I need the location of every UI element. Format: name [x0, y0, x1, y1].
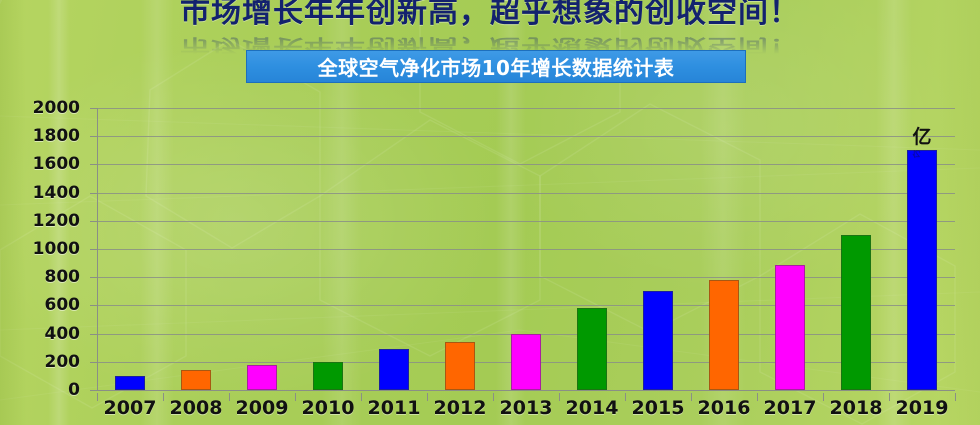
bar-2013[interactable] — [511, 333, 541, 390]
x-axis-labels: 2007 2008 2009 2010 2011 2012 2013 2014 2015 2016… — [97, 393, 956, 423]
y-axis-line — [97, 108, 98, 391]
gridline — [97, 305, 955, 307]
y-axis-tick — [90, 361, 97, 363]
y-axis-tick — [90, 220, 97, 222]
bar-2019[interactable] — [907, 150, 937, 390]
x-axis-tick — [625, 393, 626, 401]
x-axis-tick — [955, 393, 956, 401]
x-axis-tick-label-2017: 2017 — [763, 397, 817, 419]
y-axis-tick-label: 400 — [44, 323, 81, 344]
x-axis-tick-label-2013: 2013 — [499, 397, 553, 419]
bar-2011[interactable] — [379, 349, 409, 390]
gridline — [97, 164, 955, 166]
y-axis-tick — [90, 108, 97, 109]
x-axis-tick — [163, 393, 164, 401]
y-axis-tick-label: 200 — [44, 351, 81, 372]
bar-2017[interactable] — [775, 264, 805, 390]
unit-annotation-label: 亿亿 — [912, 126, 932, 159]
y-axis-tick — [90, 192, 97, 194]
y-axis-tick — [90, 164, 97, 166]
bar-2009[interactable] — [247, 364, 277, 390]
bar-2016[interactable] — [709, 280, 739, 390]
bar-2010[interactable] — [313, 361, 343, 390]
x-axis-tick — [229, 393, 230, 401]
bar-2008[interactable] — [181, 370, 211, 390]
y-axis-tick — [90, 333, 97, 335]
x-axis-tick-label-2012: 2012 — [433, 397, 487, 419]
x-axis-tick-label-2011: 2011 — [367, 397, 421, 419]
x-axis-tick-label-2014: 2014 — [565, 397, 619, 419]
x-axis-tick — [493, 393, 494, 401]
gridline — [97, 108, 955, 109]
bar-2007[interactable] — [115, 375, 145, 390]
y-axis-tick-label: 0 — [68, 380, 80, 400]
x-axis-tick-label-2015: 2015 — [631, 397, 685, 419]
y-axis-tick-label: 600 — [44, 295, 81, 316]
x-axis-tick-label-2019: 2019 — [895, 397, 949, 419]
y-axis-tick — [90, 136, 97, 138]
gridline — [97, 136, 955, 138]
gridline — [97, 220, 955, 222]
x-axis-tick — [823, 393, 824, 401]
x-axis-tick — [757, 393, 758, 401]
x-axis-tick-label-2008: 2008 — [169, 397, 223, 419]
y-axis-tick-label: 1000 — [32, 239, 80, 259]
chart-title-banner: 全球空气净化市场10年增长数据统计表 — [246, 50, 746, 83]
x-axis-tick — [691, 393, 692, 401]
chart-title-text: 全球空气净化市场10年增长数据统计表 — [317, 56, 675, 80]
y-axis-labels: 2000 1800 1600 1400 1200 1000 800 600 400 200 0 — [0, 98, 97, 400]
y-axis-tick — [90, 305, 97, 307]
x-axis-tick — [427, 393, 428, 401]
gridline — [97, 192, 955, 194]
y-axis-tick-label: 800 — [44, 267, 81, 288]
bar-2015[interactable] — [643, 291, 673, 390]
x-axis-tick-label-2007: 2007 — [103, 397, 157, 419]
x-axis-tick-label-2018: 2018 — [829, 397, 883, 419]
x-axis-tick-label-2009: 2009 — [235, 397, 289, 419]
headline-text: 市场增长年年创新高，超乎想象的创收空间！ — [180, 0, 800, 30]
y-axis-tick-label: 1800 — [32, 126, 80, 147]
gridline — [97, 277, 955, 279]
y-axis-tick-label: 1400 — [32, 182, 80, 203]
gridline — [97, 249, 955, 250]
x-axis-tick — [559, 393, 560, 401]
bar-2012[interactable] — [445, 342, 475, 390]
y-axis-tick-label: 1600 — [32, 154, 80, 175]
bar-2018[interactable] — [841, 234, 871, 390]
x-axis-tick-label-2016: 2016 — [697, 397, 751, 419]
x-axis-tick-label-2010: 2010 — [301, 397, 355, 419]
headline-block: 市场增长年年创新高，超乎想象的创收空间！ 市场增长年年创新高，超乎想象的创收空间… — [0, 0, 980, 84]
y-axis-tick — [90, 249, 97, 250]
y-axis-tick-label: 2000 — [32, 98, 80, 118]
bar-2014[interactable] — [577, 308, 607, 390]
bar-series — [97, 108, 955, 390]
y-axis-tick — [90, 390, 97, 391]
y-axis-tick-label: 1200 — [32, 210, 80, 231]
x-axis-tick — [889, 393, 890, 401]
x-axis-tick — [97, 393, 98, 401]
y-axis-tick — [90, 277, 97, 279]
x-axis-tick — [361, 393, 362, 401]
x-axis-tick — [295, 393, 296, 401]
x-axis-line — [97, 390, 955, 391]
